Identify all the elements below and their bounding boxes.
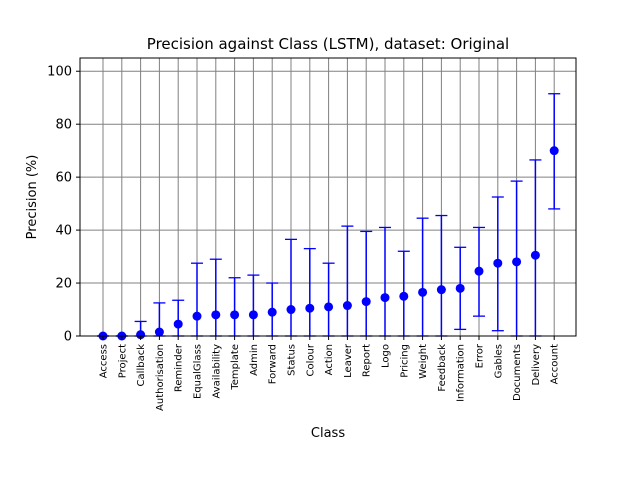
y-tick-label: 100 [47, 65, 72, 80]
x-tick-label: Status [287, 344, 298, 376]
data-point [248, 310, 258, 320]
x-tick-label: Information [456, 344, 467, 402]
x-tick-label: Account [550, 344, 561, 384]
x-tick-label: Documents [512, 344, 523, 401]
x-tick-label: Weight [418, 344, 429, 379]
x-tick-label: Forward [268, 344, 279, 384]
x-tick-label: Error [475, 343, 486, 368]
data-point [474, 266, 484, 276]
x-tick-label: Callback [136, 344, 147, 387]
x-tick-label: Availability [211, 344, 222, 399]
data-point [436, 285, 446, 295]
chart-title: Precision against Class (LSTM), dataset:… [147, 35, 509, 53]
x-tick-label: Colour [305, 343, 316, 376]
y-tick-label: 60 [55, 171, 72, 186]
x-axis-label: Class [311, 426, 345, 441]
x-tick-label: Report [362, 344, 373, 377]
y-axis-label: Precision (%) [25, 155, 40, 240]
y-tick-label: 40 [55, 224, 72, 239]
x-tick-label: Action [324, 344, 335, 375]
data-point [549, 146, 559, 156]
data-point [230, 310, 240, 320]
data-point [380, 293, 390, 303]
y-tick-label: 0 [64, 330, 72, 345]
data-point [399, 291, 409, 301]
x-tick-label: Gables [493, 344, 504, 378]
x-tick-label: Logo [381, 344, 392, 368]
data-point [455, 283, 465, 293]
data-point [418, 287, 428, 297]
x-tick-label: Access [99, 344, 110, 378]
data-point [173, 319, 183, 329]
data-point [530, 250, 540, 260]
data-point [286, 305, 296, 315]
x-tick-label: EqualGlass [193, 344, 204, 399]
x-axis-ticks: Access Project Callback Authorisation Remind… [99, 336, 561, 411]
x-tick-label: Leaver [343, 343, 354, 378]
data-points-layer [98, 146, 559, 341]
data-point [154, 327, 164, 337]
data-point [211, 310, 221, 320]
data-point [192, 311, 202, 321]
x-tick-label: Admin [249, 344, 260, 376]
data-point [361, 297, 371, 307]
x-tick-label: Feedback [437, 344, 448, 392]
x-tick-label: Reminder [174, 343, 185, 392]
data-point [305, 303, 315, 313]
x-tick-label: Project [117, 344, 128, 378]
y-tick-label: 20 [55, 277, 72, 292]
y-axis-ticks: 0 20 40 60 80 100 [47, 65, 80, 345]
data-point [493, 258, 503, 268]
data-point [267, 307, 277, 317]
data-point [342, 301, 352, 311]
x-tick-label: Pricing [399, 344, 410, 378]
data-point [324, 302, 334, 312]
x-tick-label: Template [230, 344, 241, 391]
plot-frame [79, 57, 577, 337]
x-tick-label: Authorisation [155, 344, 166, 411]
data-point [512, 257, 522, 267]
data-point [136, 330, 146, 340]
x-tick-label: Delivery [531, 344, 542, 386]
y-tick-label: 80 [55, 118, 72, 133]
